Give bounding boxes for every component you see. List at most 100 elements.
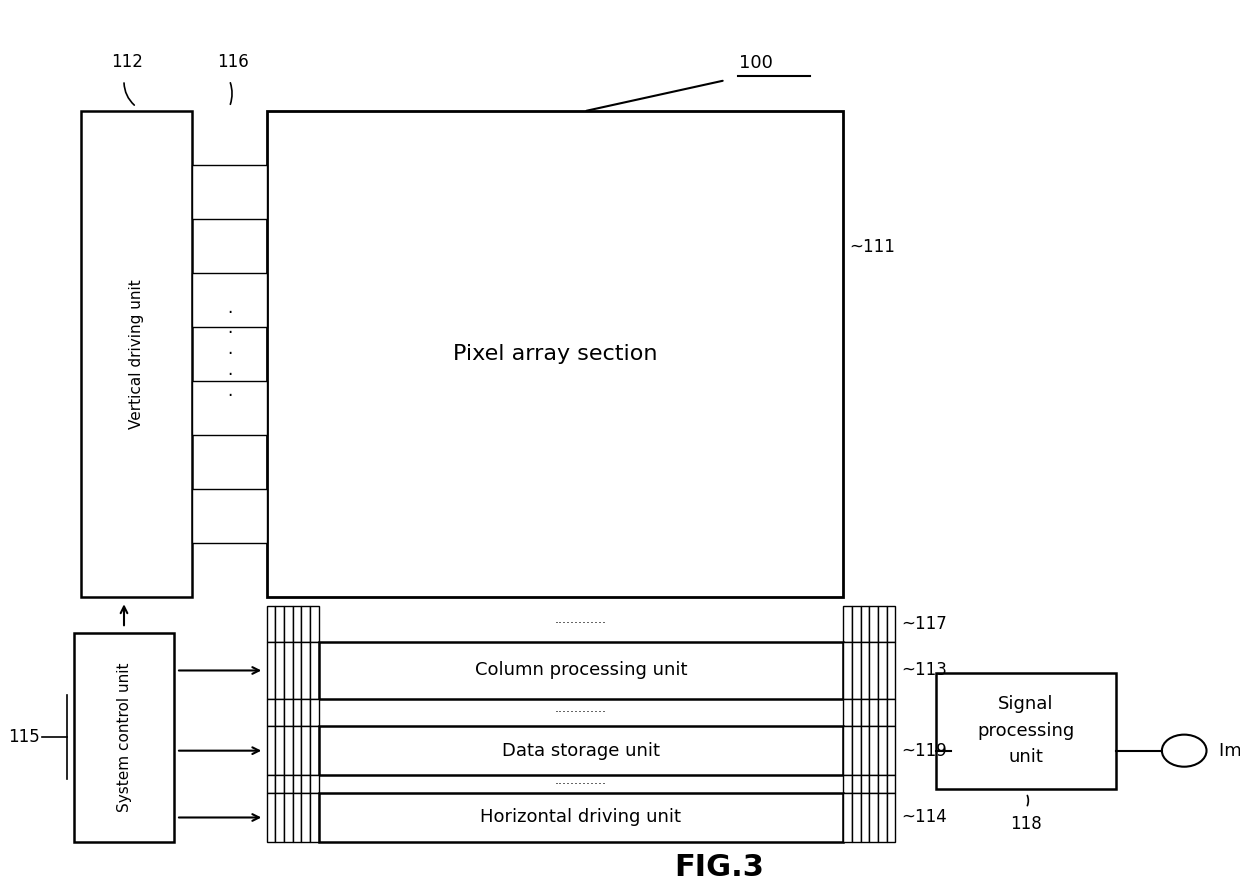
Bar (267, 111, 843, 597)
Bar (852, 726, 861, 775)
Text: ~117: ~117 (901, 615, 947, 633)
Bar (852, 793, 861, 842)
Bar (852, 775, 861, 793)
Bar (843, 793, 852, 842)
Bar (843, 775, 852, 793)
Text: Image output: Image output (1219, 741, 1240, 760)
Bar (887, 699, 895, 726)
Text: ~114: ~114 (901, 808, 947, 827)
Text: Vertical driving unit: Vertical driving unit (129, 279, 144, 429)
Bar (878, 642, 887, 699)
Bar (284, 642, 293, 699)
Text: Column processing unit: Column processing unit (475, 661, 687, 680)
Bar (284, 775, 293, 793)
Text: 118: 118 (1011, 815, 1042, 833)
Bar (861, 793, 869, 842)
Text: ·············: ············· (556, 778, 606, 790)
Bar (310, 726, 319, 775)
Bar (310, 606, 319, 642)
Bar (319, 642, 843, 699)
Bar (275, 699, 284, 726)
Bar (843, 606, 852, 642)
Bar (293, 793, 301, 842)
Bar (293, 775, 301, 793)
Bar (310, 642, 319, 699)
Bar (275, 775, 284, 793)
Bar (878, 606, 887, 642)
Bar (878, 775, 887, 793)
Bar (284, 726, 293, 775)
Bar (861, 775, 869, 793)
Text: Pixel array section: Pixel array section (453, 344, 657, 364)
Bar (869, 775, 878, 793)
Bar (878, 793, 887, 842)
Text: System control unit: System control unit (117, 663, 131, 812)
Bar (267, 606, 275, 642)
Bar (192, 274, 267, 327)
Bar (267, 699, 275, 726)
Text: 112: 112 (112, 53, 144, 71)
Bar (192, 381, 267, 435)
Bar (878, 699, 887, 726)
Bar (869, 642, 878, 699)
Bar (301, 726, 310, 775)
Bar (275, 606, 284, 642)
Bar (301, 606, 310, 642)
Bar (267, 775, 275, 793)
Bar (319, 726, 843, 775)
Bar (275, 642, 284, 699)
Bar (869, 699, 878, 726)
Bar (293, 699, 301, 726)
Bar (887, 606, 895, 642)
Text: ·
·
·
·
·: · · · · · (227, 304, 232, 405)
Bar (301, 793, 310, 842)
Bar (861, 606, 869, 642)
Bar (293, 726, 301, 775)
Bar (843, 726, 852, 775)
Bar (843, 699, 852, 726)
Bar (192, 166, 267, 219)
Bar (310, 793, 319, 842)
Bar (310, 775, 319, 793)
Bar (869, 793, 878, 842)
Bar (301, 699, 310, 726)
Bar (267, 793, 275, 842)
Bar (936, 673, 1116, 789)
Bar (284, 793, 293, 842)
Bar (887, 793, 895, 842)
Bar (192, 489, 267, 543)
Text: 116: 116 (217, 53, 249, 71)
Bar (852, 642, 861, 699)
Bar (869, 726, 878, 775)
Bar (852, 606, 861, 642)
Bar (293, 606, 301, 642)
Text: ~113: ~113 (901, 661, 947, 680)
Bar (852, 699, 861, 726)
Bar (319, 793, 843, 842)
Bar (293, 642, 301, 699)
Bar (267, 726, 275, 775)
Text: Data storage unit: Data storage unit (502, 741, 660, 760)
Bar (878, 726, 887, 775)
Bar (861, 726, 869, 775)
Bar (301, 642, 310, 699)
Bar (81, 111, 192, 597)
Text: 100: 100 (739, 54, 773, 72)
Bar (843, 642, 852, 699)
Bar (861, 642, 869, 699)
Text: FIG.3: FIG.3 (675, 853, 764, 882)
Bar (275, 793, 284, 842)
Text: Horizontal driving unit: Horizontal driving unit (480, 808, 682, 827)
Bar (284, 606, 293, 642)
Bar (301, 775, 310, 793)
Bar (887, 642, 895, 699)
Bar (869, 606, 878, 642)
Bar (310, 699, 319, 726)
Text: ~111: ~111 (849, 238, 895, 257)
Bar (275, 726, 284, 775)
Bar (887, 775, 895, 793)
Text: ·············: ············· (556, 707, 606, 719)
Text: Signal
processing
unit: Signal processing unit (977, 695, 1075, 766)
Bar (861, 699, 869, 726)
Bar (267, 642, 275, 699)
